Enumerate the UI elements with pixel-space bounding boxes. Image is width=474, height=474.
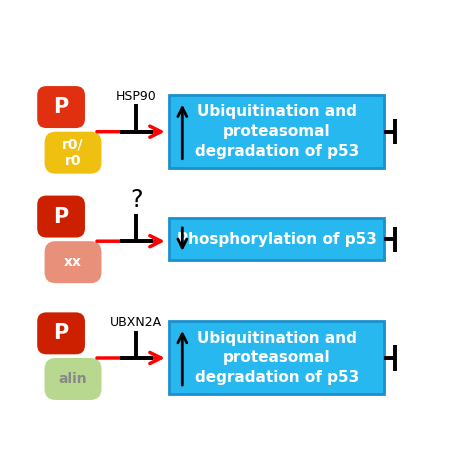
FancyBboxPatch shape <box>169 219 384 260</box>
FancyBboxPatch shape <box>37 196 85 237</box>
Text: P: P <box>54 323 69 343</box>
FancyBboxPatch shape <box>169 321 384 394</box>
FancyBboxPatch shape <box>45 241 101 283</box>
FancyBboxPatch shape <box>37 86 85 128</box>
Text: ?: ? <box>130 188 143 212</box>
FancyBboxPatch shape <box>169 95 384 168</box>
FancyBboxPatch shape <box>45 132 101 173</box>
Text: UBXN2A: UBXN2A <box>110 316 163 329</box>
Text: HSP90: HSP90 <box>116 90 157 102</box>
Text: xx: xx <box>64 255 82 269</box>
FancyBboxPatch shape <box>45 358 101 400</box>
Text: r0/
r0: r0/ r0 <box>62 137 84 168</box>
Text: P: P <box>54 207 69 227</box>
FancyBboxPatch shape <box>37 312 85 355</box>
Text: Ubiquitination and
proteasomal
degradation of p53: Ubiquitination and proteasomal degradati… <box>195 104 359 159</box>
Text: Ubiquitination and
proteasomal
degradation of p53: Ubiquitination and proteasomal degradati… <box>195 331 359 385</box>
Text: alin: alin <box>59 372 87 386</box>
Text: Phosphorylation of p53: Phosphorylation of p53 <box>177 232 377 247</box>
Text: P: P <box>54 97 69 117</box>
